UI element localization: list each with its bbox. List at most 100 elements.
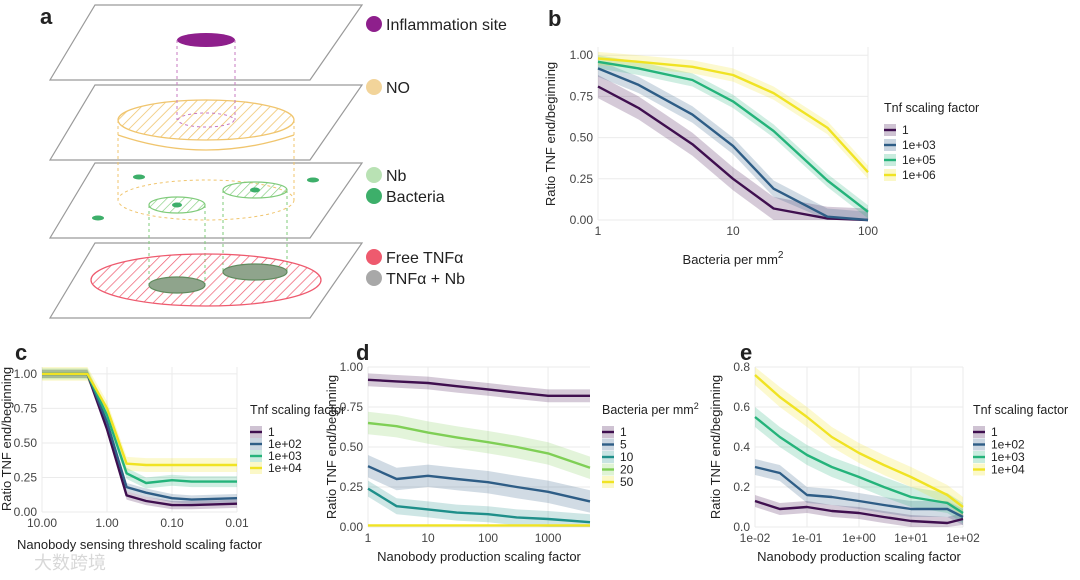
- legend-label-1: 1: [902, 123, 909, 137]
- panel-label: c: [15, 340, 27, 365]
- y-tick-label: 0.75: [14, 401, 38, 415]
- panel-label: e: [740, 340, 752, 365]
- legend-label-1e+05: 1e+05: [902, 153, 936, 167]
- series-line-1: [367, 378, 590, 397]
- legend-bacteria: Bacteria: [386, 189, 445, 206]
- no-region: [117, 99, 295, 141]
- panel-a: a: [40, 4, 507, 319]
- x-tick-label: 1e-01: [792, 531, 823, 545]
- y-tick-label: 0.00: [340, 520, 364, 534]
- legend-swatch: [366, 188, 382, 204]
- legend-swatch: [366, 79, 382, 95]
- legend-no: NO: [386, 80, 410, 97]
- legend-tnf-nb: TNFα + Nb: [386, 271, 465, 288]
- legend-label-1: 1: [620, 425, 627, 439]
- gridlines: [754, 366, 964, 528]
- panel-label: b: [548, 6, 561, 31]
- series-band-1e+04: [755, 367, 963, 517]
- y-tick-label: 0.4: [733, 440, 750, 454]
- legend-swatch: [366, 16, 382, 32]
- x-axis-label: Nanobody sensing threshold scaling facto…: [17, 537, 263, 552]
- tnf-nb-region-2: [222, 263, 288, 281]
- series-band-5: [368, 455, 590, 513]
- series-band-1e+05: [598, 55, 868, 219]
- y-tick-label: 0.2: [733, 480, 750, 494]
- series-line-1e+03: [754, 416, 964, 515]
- y-tick-label: 0.75: [570, 89, 594, 103]
- y-axis-label: Ratio TNF end/beginning: [324, 375, 339, 519]
- series-line-1e+04: [754, 374, 964, 508]
- y-tick-label: 0.25: [340, 480, 364, 494]
- legend-swatch: [366, 167, 382, 183]
- panel-a-legend: Inflammation site NO Nb Bacteria Free TN…: [366, 16, 507, 288]
- series-band-1e+04: [42, 367, 237, 472]
- legend-label-1e+02: 1e+02: [991, 438, 1025, 452]
- watermark: 大数跨境: [34, 553, 106, 573]
- x-axis-label: Nanobody production scaling factor: [377, 549, 581, 564]
- panel-label: d: [356, 340, 369, 365]
- legend-label-1e+04: 1e+04: [268, 461, 302, 475]
- x-tick-label: 1e-02: [740, 531, 771, 545]
- tnf-nb-region-1: [148, 276, 206, 294]
- x-tick-label: 1: [595, 224, 602, 238]
- legend-label-1e+02: 1e+02: [268, 437, 302, 451]
- legend-title: Tnf scaling factor: [973, 403, 1068, 417]
- x-tick-label: 1e+02: [946, 531, 980, 545]
- y-axis-label: Ratio TNF end/beginning: [543, 62, 558, 206]
- y-tick-label: 0.50: [570, 131, 594, 145]
- series-band-1: [755, 495, 963, 527]
- chart-c: c 0.00 0.25 0.50 0.75 1.00 10.00 1.00 0.10 0.01 Na…: [0, 340, 345, 552]
- legend-label-1: 1: [268, 425, 275, 439]
- series-line-1e+03: [597, 67, 869, 222]
- bacterium: [307, 177, 319, 183]
- legend-label-20: 20: [620, 463, 634, 477]
- y-tick-label: 0.25: [570, 172, 594, 186]
- series-line-1e+05: [597, 60, 869, 213]
- chart-d: d 0.00 0.25 0.50 0.75 1.00 1 10 100 1000 Nanobody …: [324, 340, 699, 564]
- x-tick-label: 1e+00: [842, 531, 876, 545]
- free-tnf-region: [90, 253, 322, 307]
- legend-label-1: 1: [991, 425, 998, 439]
- series-band-1e+06: [598, 51, 868, 179]
- y-tick-label: 0.00: [570, 213, 594, 227]
- y-axis-label: Ratio TNF end/beginning: [0, 367, 14, 511]
- legend-label-1e+03: 1e+03: [268, 449, 302, 463]
- x-tick-label: 1: [365, 531, 372, 545]
- legend-free-tnf: Free TNFα: [386, 250, 463, 267]
- y-tick-label: 1.00: [570, 48, 594, 62]
- legend-label-1e+04: 1e+04: [991, 463, 1025, 477]
- y-tick-label: 0.25: [14, 470, 38, 484]
- chart-e: e 0.0 0.2 0.4 0.6 0.8 1e-02 1e-01 1e+00 1e+01 1e+0…: [708, 340, 1068, 564]
- y-tick-label: 0.50: [340, 440, 364, 454]
- bacterium: [92, 215, 104, 221]
- x-tick-label: 1000: [535, 531, 562, 545]
- series-line-1e+02: [754, 465, 964, 519]
- legend-title: Tnf scaling factor: [884, 101, 979, 115]
- legend-swatch: [366, 249, 382, 265]
- legend-label-1e+03: 1e+03: [991, 450, 1025, 464]
- inflammation-site: [177, 33, 235, 47]
- bacterium: [133, 174, 145, 180]
- y-tick-label: 0.00: [14, 505, 38, 519]
- x-tick-label: 1e+01: [894, 531, 928, 545]
- series-line-10: [367, 487, 591, 524]
- legend-title: Bacteria per mm2: [602, 401, 699, 417]
- legend-swatch: [366, 270, 382, 286]
- series-line-1e+06: [597, 57, 869, 174]
- x-tick-label: 0.01: [225, 516, 249, 530]
- legend-label-10: 10: [620, 450, 634, 464]
- series-line-1: [754, 499, 964, 525]
- x-axis-label-sup: 2: [778, 250, 784, 261]
- series-line-1: [597, 85, 869, 222]
- series-band-1e+03: [755, 407, 963, 523]
- series-line-1e+04: [42, 372, 237, 467]
- y-tick-label: 0.0: [733, 520, 750, 534]
- y-tick-label: 0.50: [14, 436, 38, 450]
- x-tick-label: 100: [478, 531, 498, 545]
- series-line-5: [367, 465, 591, 503]
- series-band-10: [368, 480, 590, 527]
